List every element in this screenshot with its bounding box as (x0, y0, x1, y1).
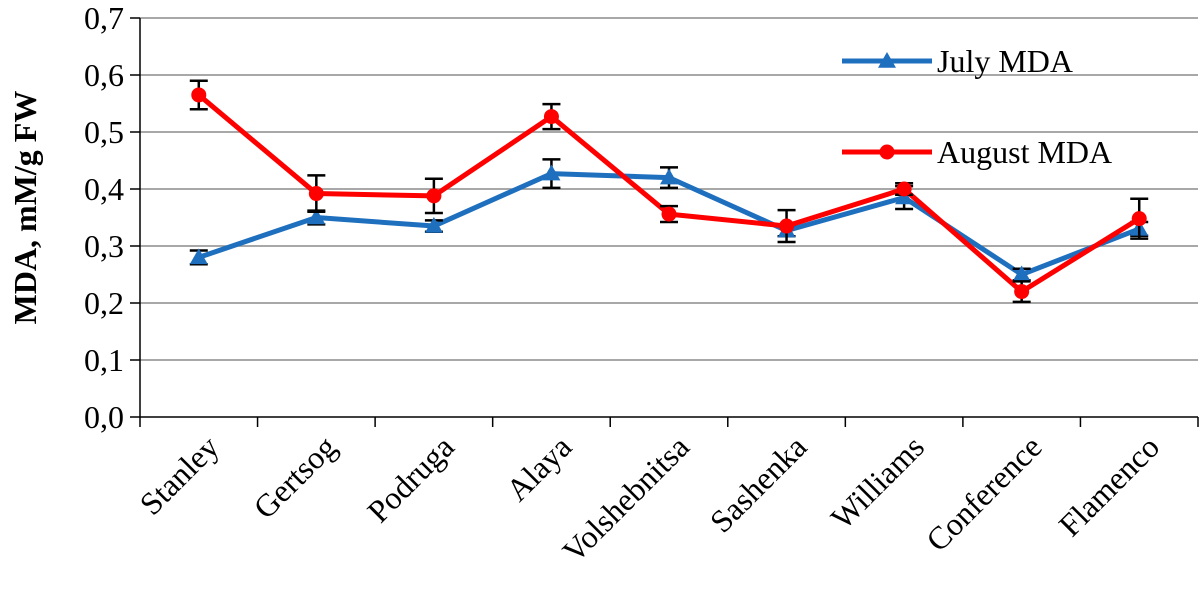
y-tick-label: 0,3 (84, 228, 124, 264)
series-group (189, 79, 1149, 304)
y-tick-label: 0,0 (84, 399, 124, 435)
y-tick-label: 0,4 (84, 171, 124, 207)
data-point (191, 87, 207, 103)
x-tick-label: Williams (824, 428, 932, 536)
legend-item-1: August MDA (842, 134, 1112, 170)
x-tick-label: Podruga (360, 428, 461, 529)
x-tick-label: Gertsog (246, 428, 343, 525)
data-point (1131, 211, 1147, 227)
legend-label: August MDA (937, 134, 1112, 170)
data-point (543, 109, 559, 125)
y-tick-label: 0,5 (84, 114, 124, 150)
y-tick-label: 0,2 (84, 285, 124, 321)
legend-marker (879, 144, 895, 160)
legend-label: July MDA (937, 43, 1073, 79)
data-point (661, 206, 677, 222)
data-point (426, 188, 442, 204)
y-tick-label: 0,6 (84, 57, 124, 93)
legend: July MDA August MDA (842, 43, 1112, 170)
y-tick-label: 0,1 (84, 342, 124, 378)
x-tick-label: Conference (919, 428, 1049, 558)
data-point (308, 186, 324, 202)
data-point (424, 217, 443, 233)
x-tick-label: Flamenco (1051, 428, 1166, 543)
x-tick-label: Stanley (132, 428, 225, 521)
data-point (1014, 284, 1030, 300)
y-tick-label: 0,7 (84, 0, 124, 36)
data-point (779, 218, 795, 234)
data-point (1012, 265, 1031, 282)
data-point (307, 208, 326, 225)
series-1 (189, 79, 1149, 304)
series-line (197, 93, 1141, 295)
data-point (896, 181, 912, 197)
data-point (542, 164, 561, 181)
data-point (189, 248, 208, 265)
legend-marker (878, 52, 896, 68)
legend-item-0: July MDA (842, 43, 1073, 79)
x-tick-label: Volshebnitsa (555, 428, 696, 569)
data-point (660, 168, 678, 185)
x-tick-label: Alaya (499, 428, 578, 507)
x-tick-label: Sashenka (703, 428, 814, 539)
y-axis-title: MDA, mM/g FW (7, 91, 43, 325)
